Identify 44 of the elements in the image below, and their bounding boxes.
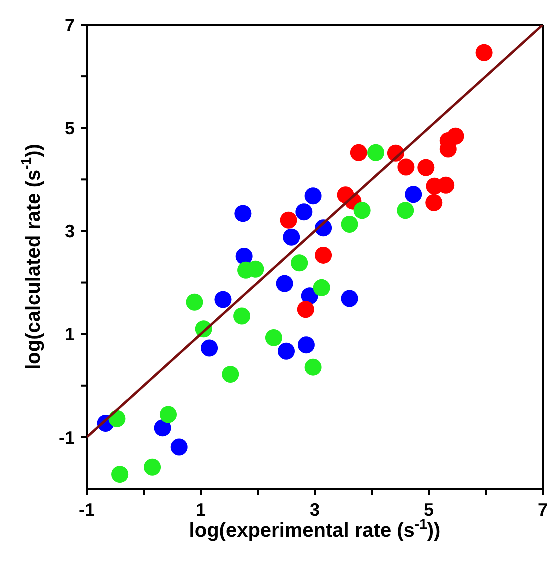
point bbox=[426, 194, 443, 212]
y-tick-label: 1 bbox=[64, 324, 75, 345]
point bbox=[298, 336, 315, 354]
point bbox=[154, 420, 172, 437]
point bbox=[304, 188, 322, 205]
point bbox=[418, 159, 435, 176]
point bbox=[350, 144, 368, 162]
point bbox=[214, 291, 232, 308]
point bbox=[201, 340, 218, 357]
point bbox=[341, 290, 358, 308]
point bbox=[476, 44, 493, 62]
x-tick-label: 7 bbox=[538, 500, 548, 520]
point bbox=[222, 366, 240, 384]
point bbox=[112, 466, 129, 484]
point bbox=[144, 458, 162, 476]
point bbox=[313, 279, 330, 296]
point bbox=[297, 301, 314, 318]
point bbox=[398, 158, 415, 176]
point bbox=[438, 176, 455, 194]
point bbox=[291, 254, 308, 272]
y-tick-label: -1 bbox=[58, 428, 75, 448]
point bbox=[170, 438, 188, 456]
point bbox=[283, 228, 300, 246]
point bbox=[265, 329, 282, 346]
x-tick-label: -1 bbox=[78, 500, 96, 520]
point bbox=[405, 186, 422, 204]
point bbox=[304, 358, 322, 376]
point bbox=[276, 275, 294, 292]
point bbox=[280, 212, 298, 229]
point bbox=[315, 246, 332, 264]
y-tick-label: 3 bbox=[64, 222, 75, 242]
point bbox=[234, 205, 252, 222]
point bbox=[341, 216, 358, 234]
point bbox=[296, 204, 313, 221]
point bbox=[236, 248, 253, 265]
point bbox=[397, 202, 414, 220]
y-tick-label: 5 bbox=[64, 118, 75, 138]
point bbox=[278, 342, 295, 360]
point bbox=[160, 406, 178, 424]
point bbox=[186, 294, 204, 311]
point bbox=[367, 144, 384, 162]
point bbox=[234, 308, 251, 325]
y-tick-label: 7 bbox=[64, 15, 75, 36]
point bbox=[354, 202, 371, 220]
